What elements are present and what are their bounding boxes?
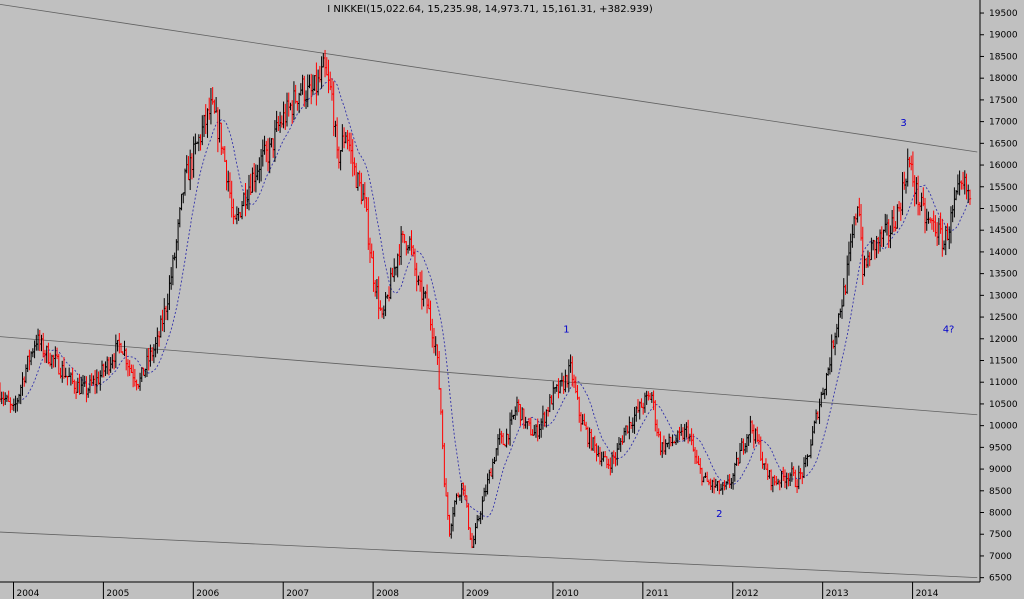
x-tick-label: 2011 — [646, 589, 669, 599]
y-tick-label: 19000 — [989, 31, 1018, 41]
y-tick-label: 18500 — [989, 52, 1018, 62]
x-tick-label: 2004 — [16, 589, 39, 599]
y-tick-label: 12000 — [989, 335, 1018, 345]
x-tick-label: 2012 — [736, 589, 759, 599]
y-tick-label: 14500 — [989, 226, 1018, 236]
y-tick-label: 8000 — [989, 509, 1012, 519]
x-tick-label: 2005 — [106, 589, 129, 599]
y-axis-panel — [980, 0, 1024, 599]
wave-label: 3 — [900, 118, 906, 129]
y-tick-label: 8500 — [989, 487, 1012, 497]
y-tick-label: 17000 — [989, 118, 1018, 128]
y-tick-label: 19500 — [989, 9, 1018, 19]
y-tick-label: 13000 — [989, 291, 1018, 301]
y-tick-label: 15500 — [989, 183, 1018, 193]
y-tick-label: 11500 — [989, 356, 1018, 366]
y-tick-label: 15000 — [989, 204, 1018, 214]
y-tick-label: 7000 — [989, 552, 1012, 562]
y-tick-label: 14000 — [989, 248, 1018, 258]
x-tick-label: 2008 — [376, 589, 399, 599]
x-axis-panel — [0, 582, 1024, 599]
wave-label: 2 — [716, 509, 722, 520]
y-tick-label: 9000 — [989, 465, 1012, 475]
y-tick-label: 10000 — [989, 422, 1018, 432]
candle-layer — [0, 49, 972, 549]
moving-average-line — [22, 78, 971, 518]
y-tick-label: 9500 — [989, 443, 1012, 453]
chart-title: I NIKKEI(15,022.64, 15,235.98, 14,973.71… — [327, 4, 653, 15]
y-tick-label: 6500 — [989, 574, 1012, 584]
y-tick-label: 18000 — [989, 74, 1018, 84]
y-tick-label: 16500 — [989, 139, 1018, 149]
annotation-layer: 1 2 3 4? — [563, 118, 954, 520]
x-tick-label: 2014 — [916, 589, 939, 599]
trendline-layer — [0, 3, 978, 579]
y-tick-label: 7500 — [989, 530, 1012, 540]
y-tick-label: 17500 — [989, 96, 1018, 106]
trendline-middle — [0, 336, 978, 416]
wave-label: 4? — [943, 324, 955, 335]
x-tick-label: 2006 — [196, 589, 219, 599]
moving-average-layer — [22, 78, 971, 518]
y-tick-label: 16000 — [989, 161, 1018, 171]
y-tick-label: 11000 — [989, 378, 1018, 388]
x-tick-label: 2009 — [466, 589, 489, 599]
wave-label: 1 — [563, 324, 569, 335]
trendline-lower — [0, 531, 978, 579]
x-tick-label: 2007 — [286, 589, 309, 599]
trendline-upper — [0, 3, 978, 153]
x-tick-label: 2013 — [826, 589, 849, 599]
y-tick-label: 13500 — [989, 270, 1018, 280]
y-tick-label: 12500 — [989, 313, 1018, 323]
x-tick-label: 2010 — [556, 589, 579, 599]
y-tick-label: 10500 — [989, 400, 1018, 410]
